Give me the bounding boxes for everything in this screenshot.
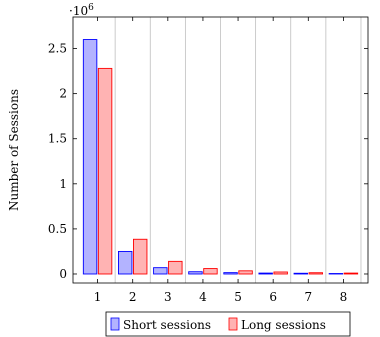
y-scale-exponent: 6 [88,3,94,13]
legend-swatch-long [228,317,238,331]
y-tick-labels: 0 0.5 1 1.5 2 2.5 [48,42,67,281]
legend-label-short: Short sessions [123,318,211,332]
x-tick-label: 7 [304,290,312,304]
bar-long-2 [133,238,148,275]
x-tick-label: 8 [340,290,348,304]
legend-swatch-short [110,317,120,331]
bar-short-6 [258,272,273,275]
tick-marks [73,17,368,283]
y-axis-label: Number of Sessions [7,89,21,211]
y-scale-label: ·106 [69,3,94,18]
bar-long-5 [238,270,253,275]
x-tick-label: 6 [269,290,277,304]
y-tick-label: 1 [59,177,67,191]
gridlines [114,17,362,283]
y-tick-label: 1.5 [48,132,67,146]
bar-long-3 [168,260,183,275]
x-tick-label: 4 [199,290,207,304]
bar-short-5 [223,272,238,275]
bar-short-2 [118,250,133,275]
bar-long-7 [308,272,323,275]
legend-box [105,311,351,337]
bar-long-4 [203,268,218,275]
bar-long-6 [273,271,288,275]
x-tick-labels: 1 2 3 4 5 6 7 8 [94,290,347,304]
y-tick-label: 2 [59,87,67,101]
bar-short-4 [188,271,203,275]
x-tick-label: 1 [94,290,102,304]
plot-frame [72,16,369,284]
bar-short-7 [293,272,308,275]
legend: Short sessions Long sessions [105,311,351,337]
bars [82,39,359,275]
x-tick-label: 2 [129,290,137,304]
legend-label-long: Long sessions [241,318,326,332]
bar-long-8 [343,272,359,275]
bar-long-1 [97,67,113,275]
bar-short-1 [82,39,98,275]
x-tick-label: 3 [164,290,172,304]
y-tick-label: 0.5 [48,222,67,236]
bar-short-3 [153,267,168,275]
x-tick-label: 5 [234,290,242,304]
y-tick-label: 0 [59,267,67,281]
y-tick-label: 2.5 [48,42,67,56]
